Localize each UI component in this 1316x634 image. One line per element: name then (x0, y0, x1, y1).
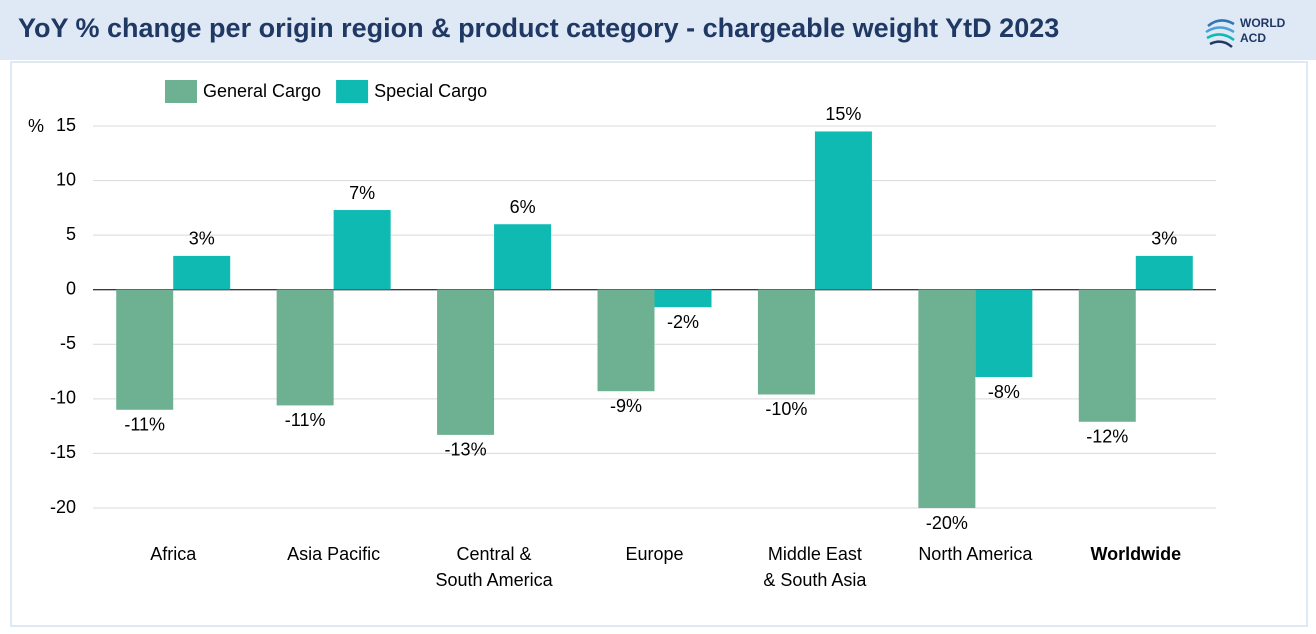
legend-swatch (165, 80, 197, 103)
legend-label: General Cargo (203, 81, 321, 101)
value-label: -10% (765, 399, 807, 419)
logo-icon (1205, 19, 1235, 48)
bar (654, 289, 712, 308)
value-label: -12% (1086, 427, 1128, 447)
x-tick-label: Worldwide (1090, 544, 1182, 564)
x-tick-label: Africa (150, 544, 197, 564)
value-label: -20% (926, 513, 968, 533)
bar (116, 289, 174, 410)
value-label: 3% (189, 229, 215, 249)
y-tick-label: -10 (50, 388, 76, 408)
bar (597, 289, 655, 392)
value-label: 15% (825, 104, 861, 124)
bar (918, 289, 976, 508)
legend-swatch (336, 80, 369, 103)
y-tick-label: -20 (50, 497, 76, 517)
value-label: 3% (1151, 229, 1177, 249)
value-label: -9% (610, 396, 642, 416)
bar (757, 289, 815, 395)
value-label: 7% (349, 183, 375, 203)
chart-frame (10, 61, 1308, 627)
bar (814, 131, 872, 290)
bar (173, 255, 231, 290)
x-tick-label: Europe (625, 544, 684, 564)
y-tick-label: -5 (60, 333, 76, 353)
y-tick-label: 10 (56, 169, 76, 189)
y-tick-label: 15 (56, 115, 76, 135)
y-tick-label: -15 (50, 442, 76, 462)
x-tick-label: Asia Pacific (287, 544, 381, 564)
bar (494, 224, 552, 290)
x-tick-label: Middle East & South Asia (763, 544, 867, 590)
value-label: 6% (510, 197, 536, 217)
bar (437, 289, 495, 435)
x-tick-label: Central & South America (435, 544, 553, 590)
value-label: -13% (445, 440, 487, 460)
value-label: -11% (124, 415, 165, 435)
legend-label: Special Cargo (374, 81, 487, 101)
y-tick-label: 0 (66, 278, 76, 298)
y-tick-label: 5 (66, 224, 76, 244)
chart-title: YoY % change per origin region & product… (18, 13, 1060, 43)
bar (975, 289, 1033, 378)
value-label: -11% (285, 410, 326, 430)
title-bar: YoY % change per origin region & product… (0, 0, 1316, 60)
y-axis-unit: % (28, 116, 44, 136)
bar (1135, 255, 1193, 290)
bar (1078, 289, 1136, 422)
value-label: -2% (667, 312, 699, 332)
value-label: -8% (988, 382, 1020, 402)
logo-text: ACD (1240, 31, 1266, 45)
x-tick-label: North America (918, 544, 1033, 564)
bar (333, 210, 391, 290)
logo-text: WORLD (1240, 16, 1286, 30)
bar (276, 289, 334, 406)
